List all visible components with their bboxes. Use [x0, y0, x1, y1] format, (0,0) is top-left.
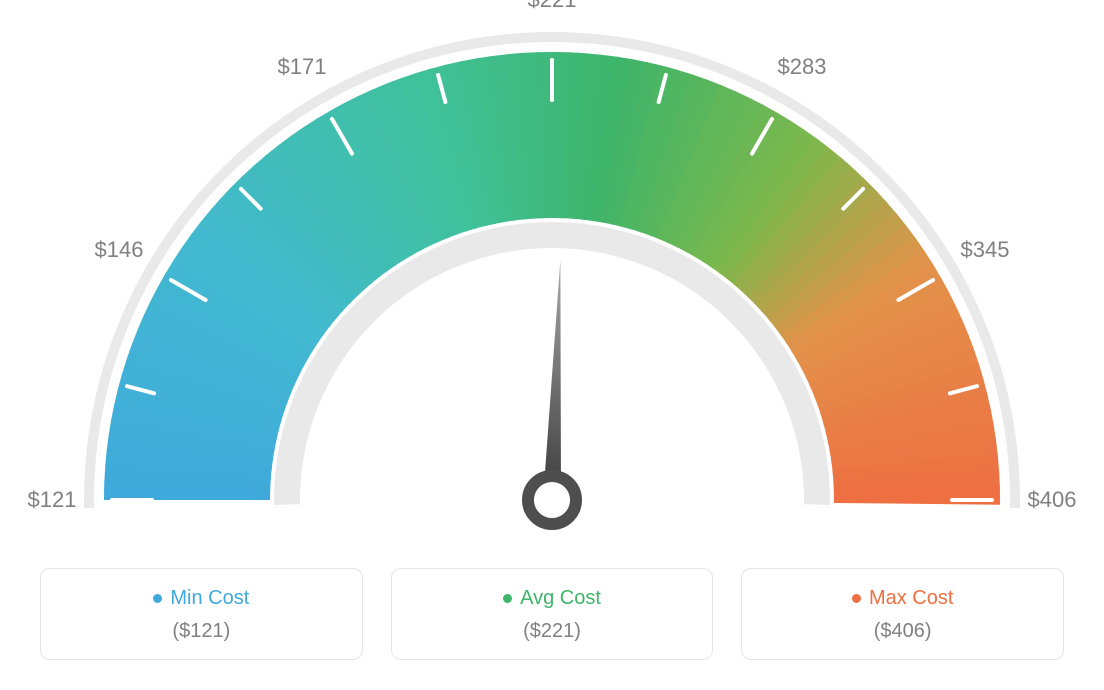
legend-label-min: Min Cost	[170, 587, 249, 610]
legend-card-max: Max Cost ($406)	[741, 568, 1064, 660]
legend-label-max: Max Cost	[869, 587, 953, 610]
legend-dot-max	[852, 594, 861, 603]
gauge-area: $121 $146 $171 $221 $283 $345 $406	[0, 0, 1104, 560]
legend-dot-avg	[503, 594, 512, 603]
gauge-svg	[0, 0, 1104, 560]
legend-label-avg: Avg Cost	[520, 587, 601, 610]
legend-title-max: Max Cost	[852, 587, 953, 610]
gauge-tick-label: $121	[28, 487, 77, 513]
legend-dot-min	[153, 594, 162, 603]
gauge-tick-label: $146	[95, 237, 144, 263]
legend-value-max: ($406)	[752, 620, 1053, 643]
legend-row: Min Cost ($121) Avg Cost ($221) Max Cost…	[40, 568, 1064, 660]
gauge-tick-label: $283	[778, 54, 827, 80]
gauge-tick-label: $171	[278, 54, 327, 80]
gauge-tick-label: $406	[1028, 487, 1077, 513]
gauge-tick-label: $345	[961, 237, 1010, 263]
legend-title-avg: Avg Cost	[503, 587, 601, 610]
legend-value-min: ($121)	[51, 620, 352, 643]
legend-card-avg: Avg Cost ($221)	[391, 568, 714, 660]
legend-card-min: Min Cost ($121)	[40, 568, 363, 660]
cost-gauge-chart: $121 $146 $171 $221 $283 $345 $406 Min Cost ($…	[0, 0, 1104, 690]
legend-title-min: Min Cost	[153, 587, 249, 610]
gauge-tick-label: $221	[528, 0, 577, 13]
legend-value-avg: ($221)	[402, 620, 703, 643]
